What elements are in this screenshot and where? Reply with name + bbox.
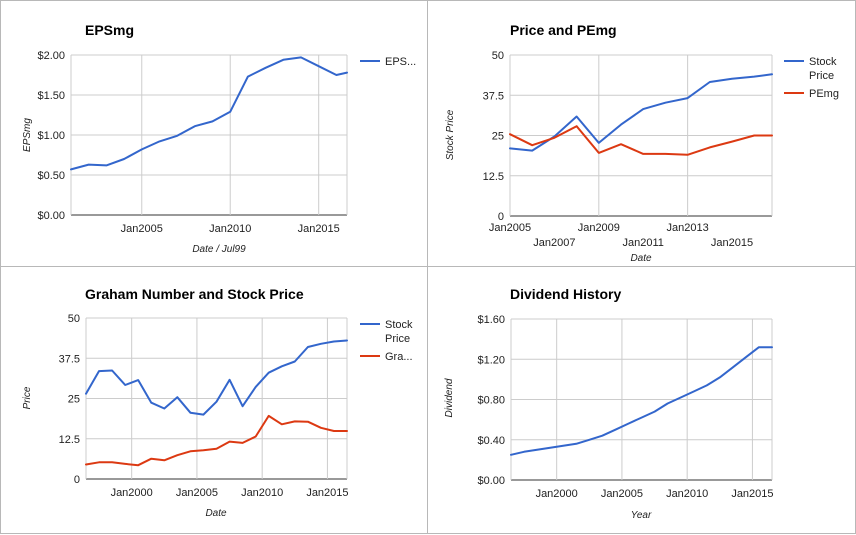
legend-label: EPS... bbox=[385, 56, 416, 68]
y-tick-label: 12.5 bbox=[483, 171, 504, 183]
chart-svg: EPSmg $0.00 $0.50 $1.00 $1.50 $2.00 Jan2005 Jan… bbox=[1, 1, 429, 268]
x-tick-label: Jan2015 bbox=[306, 487, 348, 499]
legend-label: Gra... bbox=[385, 351, 413, 363]
y-axis-label: Dividend bbox=[444, 378, 455, 417]
series-line-2[interactable] bbox=[510, 126, 772, 155]
y-tick-label: $1.00 bbox=[37, 130, 65, 142]
y-tick-label: 37.5 bbox=[483, 90, 504, 102]
x-axis-label: Year bbox=[631, 510, 652, 521]
x-tick-label: Jan2005 bbox=[121, 223, 163, 235]
x-tick-label: Jan2010 bbox=[241, 487, 283, 499]
x-tick-label: Jan2015 bbox=[298, 223, 340, 235]
x-axis-label: Date bbox=[205, 508, 227, 519]
x-tick-label: Jan2015 bbox=[711, 237, 753, 249]
chart-panel-epsmg: EPSmg $0.00 $0.50 $1.00 $1.50 $2.00 Jan2005 Jan… bbox=[0, 0, 428, 267]
y-tick-label: $0.80 bbox=[477, 395, 505, 407]
series-line-1[interactable] bbox=[71, 57, 347, 169]
series-line-1[interactable] bbox=[511, 347, 772, 455]
x-axis-label: Date bbox=[630, 253, 652, 264]
x-tick-label: Jan2015 bbox=[731, 488, 773, 500]
y-axis-label: Stock Price bbox=[445, 109, 456, 160]
chart-svg: Graham Number and Stock Price 0 12.5 25 37.5… bbox=[1, 267, 429, 535]
chart-panel-graham-number: Graham Number and Stock Price 0 12.5 25 37.5… bbox=[0, 266, 428, 534]
x-tick-label: Jan2000 bbox=[536, 488, 578, 500]
y-tick-label: $0.00 bbox=[477, 475, 505, 487]
x-tick-label: Jan2005 bbox=[176, 487, 218, 499]
y-tick-label: $2.00 bbox=[37, 50, 65, 62]
x-axis-label: Date / Jul99 bbox=[192, 244, 246, 255]
x-tick-label: Jan2011 bbox=[623, 237, 664, 249]
y-tick-label: $1.60 bbox=[477, 314, 505, 326]
y-axis-label: Price bbox=[22, 386, 33, 409]
x-tick-label: Jan2005 bbox=[489, 222, 531, 234]
x-tick-label: Jan2013 bbox=[667, 222, 709, 234]
y-tick-label: $0.00 bbox=[37, 210, 65, 222]
x-tick-label: Jan2005 bbox=[601, 488, 643, 500]
x-tick-label: Jan2010 bbox=[209, 223, 251, 235]
series-line-1[interactable] bbox=[86, 341, 347, 415]
y-axis-label: EPSmg bbox=[22, 118, 33, 152]
chart-title: Dividend History bbox=[510, 286, 621, 302]
chart-title: EPSmg bbox=[85, 22, 134, 38]
chart-title: Graham Number and Stock Price bbox=[85, 286, 304, 302]
x-tick-label: Jan2010 bbox=[666, 488, 708, 500]
y-tick-label: $1.20 bbox=[477, 354, 505, 366]
chart-title: Price and PEmg bbox=[510, 22, 617, 38]
y-tick-label: 0 bbox=[74, 474, 80, 486]
x-tick-label: Jan2009 bbox=[578, 222, 620, 234]
y-tick-label: 50 bbox=[68, 313, 80, 325]
chart-panel-dividend-history: Dividend History $0.00 $0.40 $0.80 $1.20 $1.6… bbox=[427, 266, 856, 534]
series-line-2[interactable] bbox=[86, 416, 347, 465]
y-tick-label: 12.5 bbox=[59, 434, 80, 446]
x-tick-label: Jan2007 bbox=[533, 237, 575, 249]
y-tick-label: $1.50 bbox=[37, 90, 65, 102]
y-tick-label: 37.5 bbox=[59, 353, 80, 365]
y-tick-label: $0.40 bbox=[477, 435, 505, 447]
y-tick-label: 50 bbox=[492, 50, 504, 62]
y-tick-label: 25 bbox=[492, 131, 504, 143]
y-tick-label: 25 bbox=[68, 394, 80, 406]
x-tick-label: Jan2000 bbox=[111, 487, 153, 499]
chart-svg: Price and PEmg012.52537.550Jan2005Jan200… bbox=[428, 1, 856, 268]
y-tick-label: $0.50 bbox=[37, 170, 65, 182]
legend-label: PEmg bbox=[809, 88, 839, 100]
chart-svg: Dividend History $0.00 $0.40 $0.80 $1.20 $1.6… bbox=[428, 267, 856, 535]
